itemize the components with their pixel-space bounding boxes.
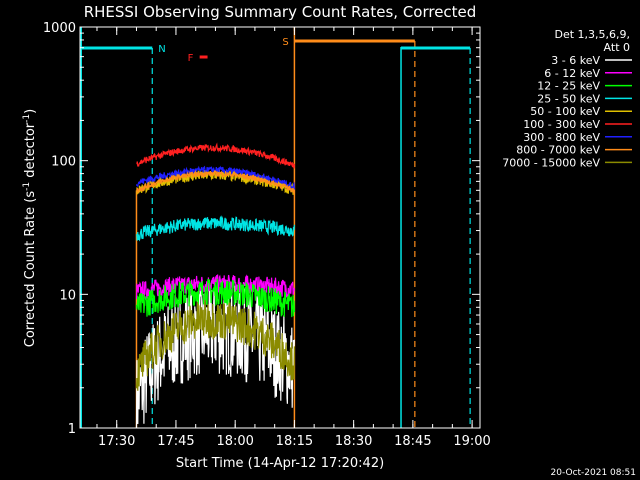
x-axis-ticks: 17:30 17:45 18:00 18:15 18:30 18:45 19:00 — [96, 27, 491, 449]
legend-label-0: 3 - 6 keV — [551, 54, 600, 67]
y-tick-label: 1 — [68, 422, 76, 437]
x-tick-label: 18:45 — [394, 434, 431, 449]
y-tick-label: 100 — [51, 155, 76, 170]
x-tick-label: 18:15 — [276, 434, 313, 449]
x-tick-label: 17:45 — [157, 434, 194, 449]
chart-title: RHESSI Observing Summary Count Rates, Co… — [84, 3, 477, 21]
series-line-7 — [136, 169, 295, 195]
flag-label-s: S — [282, 37, 288, 48]
y-axis-ticks: 1 10 100 1000 — [43, 21, 480, 437]
x-tick-label: 17:30 — [98, 434, 135, 449]
legend-label-5: 100 - 300 keV — [523, 118, 600, 131]
x-tick-label: 18:00 — [216, 434, 253, 449]
legend-label-4: 50 - 100 keV — [530, 105, 600, 118]
series-line-2 — [135, 278, 295, 318]
legend-header-line-2: Att 0 — [604, 41, 630, 54]
series-line-3 — [135, 215, 295, 242]
legend-label-1: 6 - 12 keV — [544, 67, 600, 80]
y-tick-label: 1000 — [43, 21, 76, 36]
legend-label-3: 25 - 50 keV — [537, 92, 600, 105]
legend-label-8: 7000 - 15000 keV — [502, 156, 600, 169]
legend-label-7: 800 - 7000 keV — [516, 144, 600, 157]
timestamp: 20-Oct-2021 08:51 — [551, 468, 636, 478]
series-line-8 — [135, 299, 295, 391]
x-axis-label: Start Time (14-Apr-12 17:20:42) — [176, 456, 384, 471]
series-line-1 — [135, 274, 295, 301]
plot-frame — [79, 26, 481, 429]
legend-header-line-1: Det 1,3,5,6,9, — [554, 28, 630, 41]
y-tick-label: 10 — [59, 288, 76, 303]
legend-label-6: 300 - 800 keV — [523, 131, 600, 144]
flag-label-n: N — [158, 44, 165, 55]
legend-label-2: 12 - 25 keV — [537, 80, 600, 93]
x-tick-label: 19:00 — [453, 434, 490, 449]
series-layer — [135, 142, 295, 429]
y-axis-label: Corrected Count Rate (s-1 detector-1) — [22, 109, 38, 347]
x-tick-label: 18:30 — [335, 434, 372, 449]
series-line-5 — [136, 142, 295, 169]
flag-label-f: F — [188, 53, 194, 64]
